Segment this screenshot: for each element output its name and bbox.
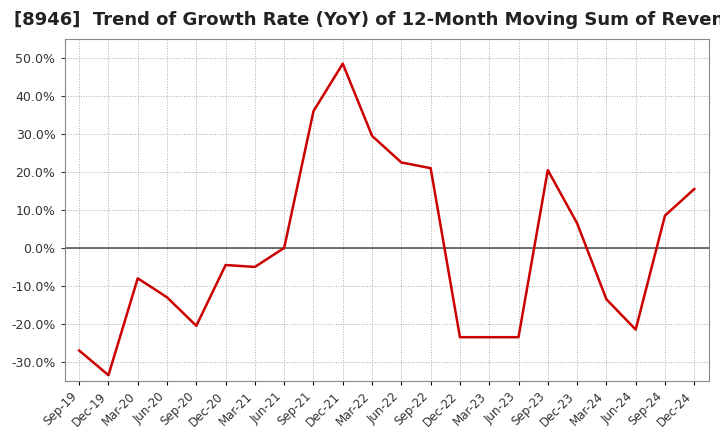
Title: [8946]  Trend of Growth Rate (YoY) of 12-Month Moving Sum of Revenues: [8946] Trend of Growth Rate (YoY) of 12-… xyxy=(14,11,720,29)
